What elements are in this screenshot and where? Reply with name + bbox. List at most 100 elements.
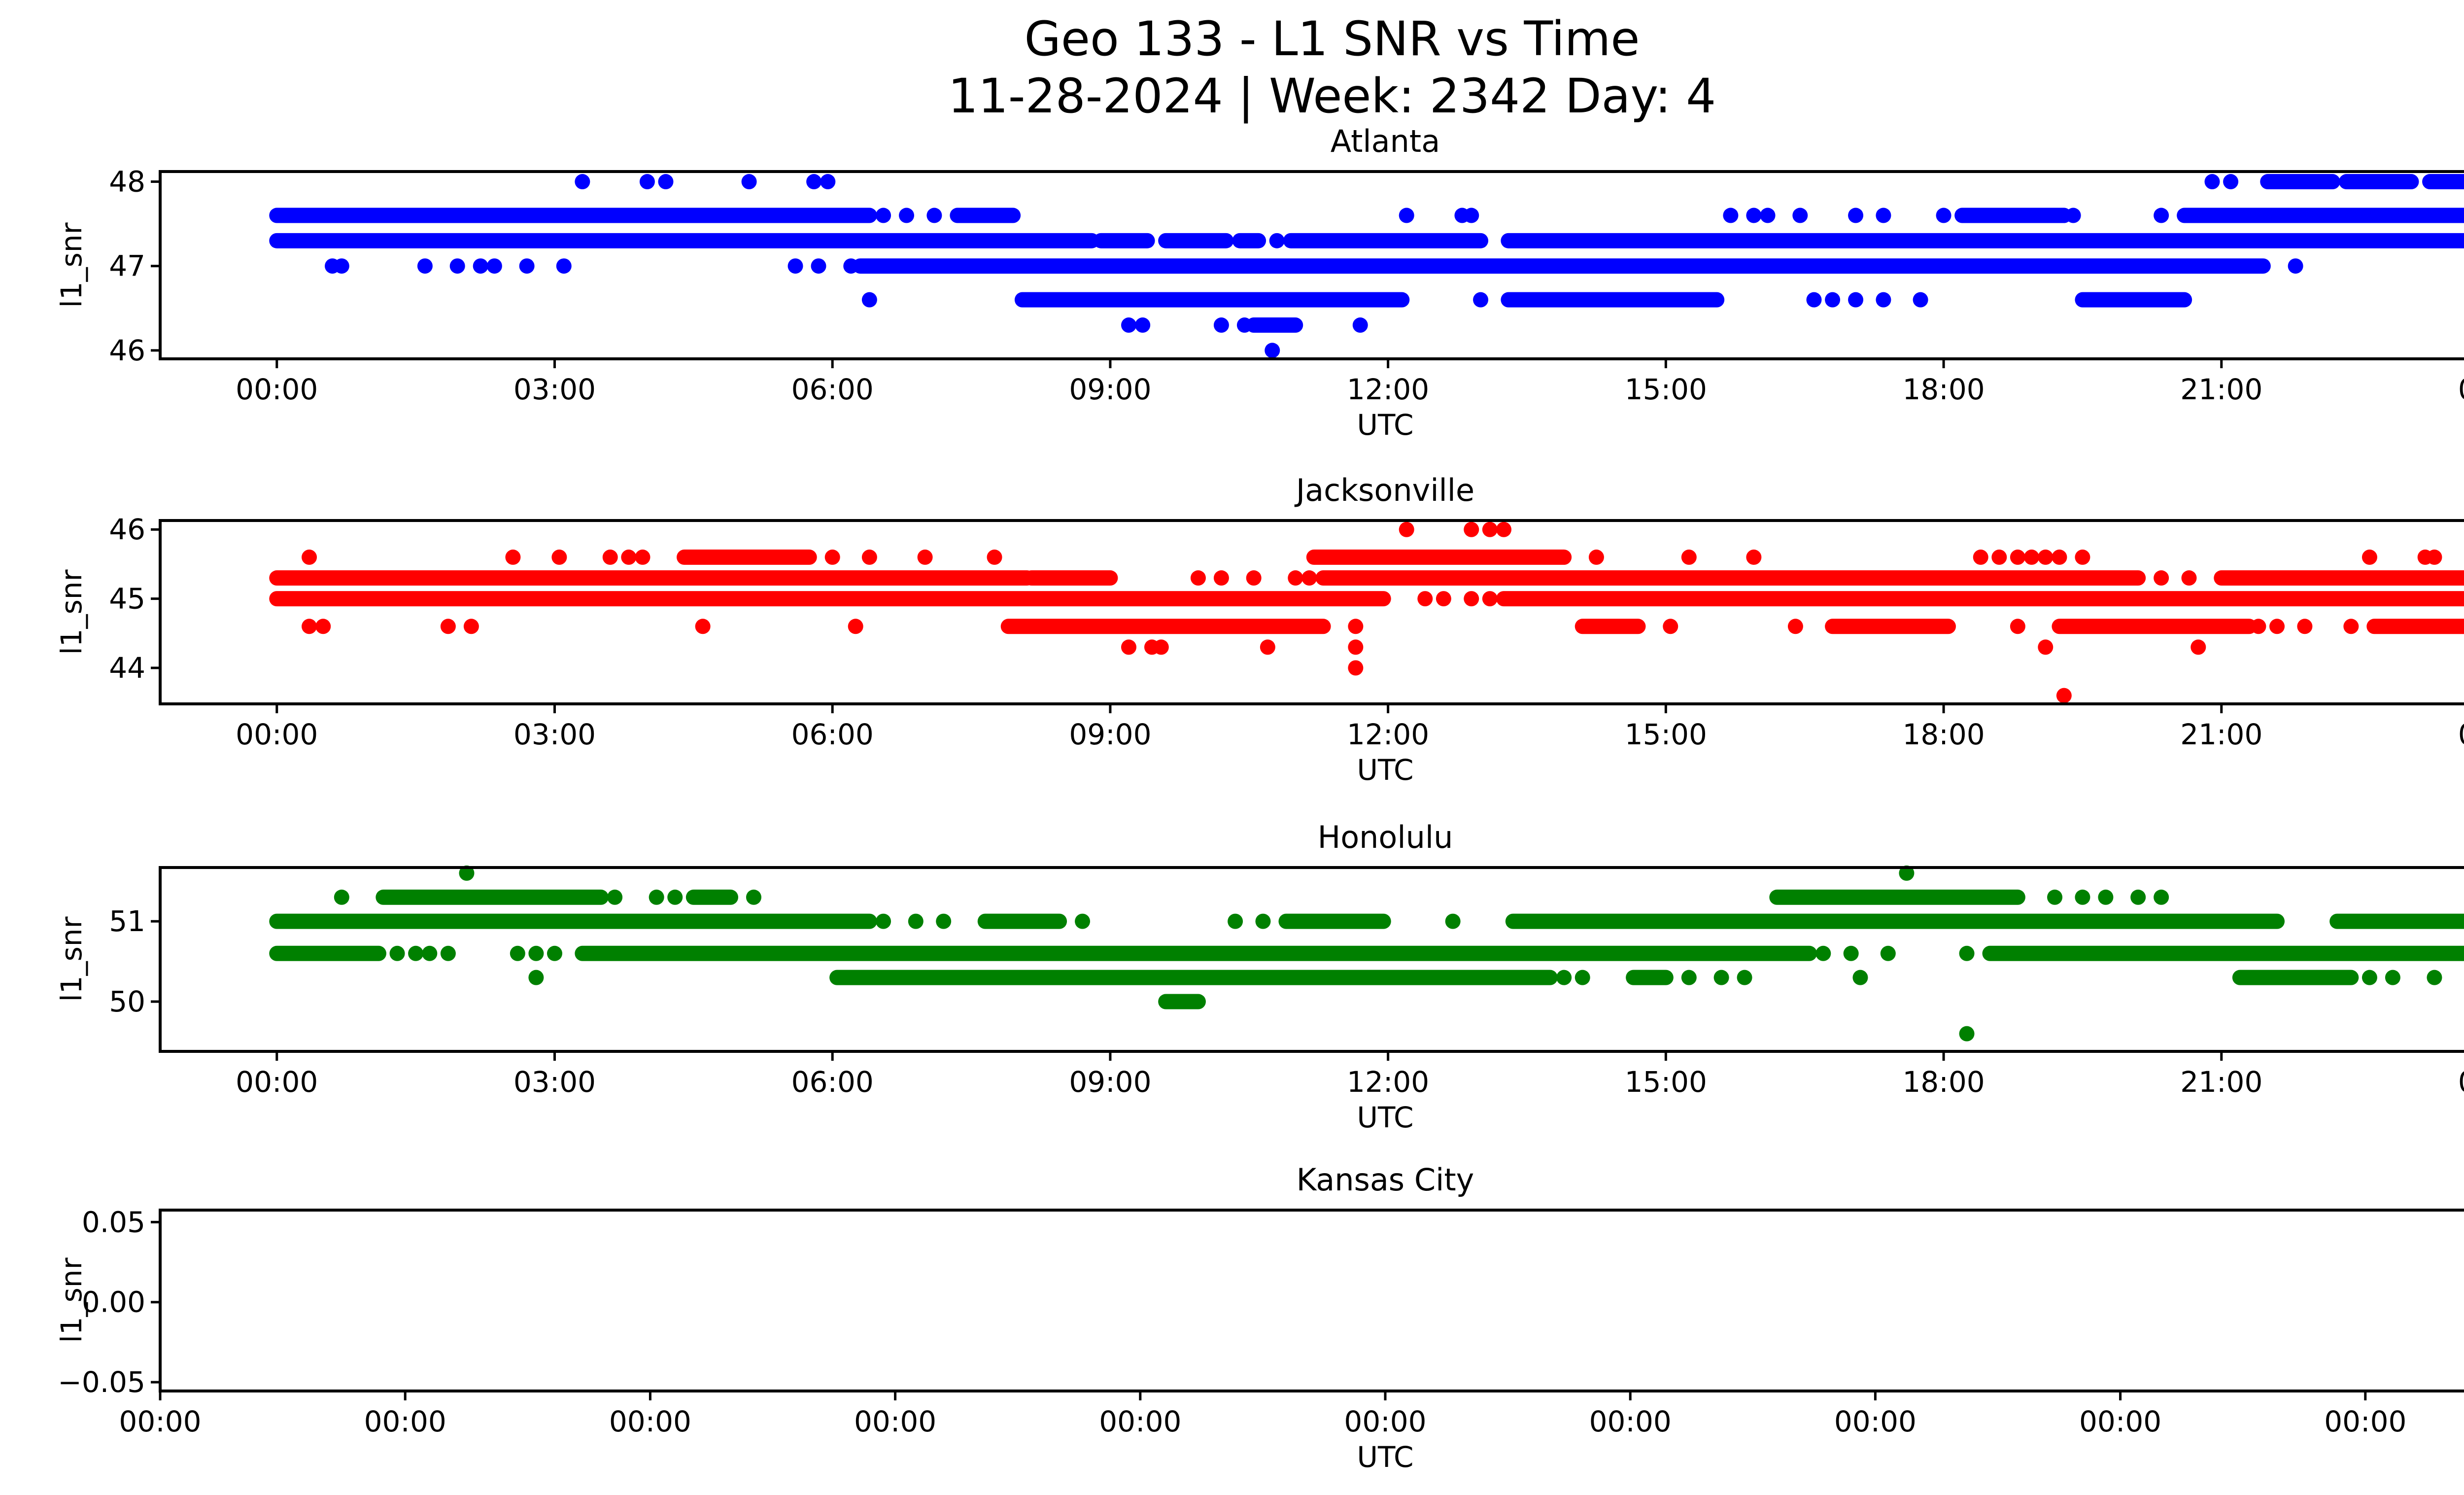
scatter-point <box>334 258 349 274</box>
scatter-point <box>2010 619 2025 634</box>
scatter-point <box>1815 945 1831 961</box>
scatter-point <box>575 174 590 190</box>
scatter-point <box>2047 889 2063 905</box>
x-tick-label: 15:00 <box>1625 373 1707 406</box>
y-tick-label: 47 <box>109 249 145 283</box>
scatter-point <box>1121 639 1136 655</box>
y-axis-label-atlanta: l1_snr <box>55 222 88 308</box>
x-tick-label: 00:00 <box>1589 1405 1672 1438</box>
scatter-point <box>861 549 877 565</box>
scatter-point <box>302 549 317 565</box>
scatter-point <box>1213 570 1229 586</box>
scatter-point <box>2361 970 2377 985</box>
x-tick-label: 00:00 <box>2324 1405 2406 1438</box>
x-tick-label: 12:00 <box>1347 718 1429 751</box>
scatter-point <box>2343 619 2359 634</box>
scatter-point <box>2098 889 2114 905</box>
scatter-point <box>1260 639 1275 655</box>
y-tick-label: 44 <box>109 651 145 685</box>
scatter-point <box>449 258 465 274</box>
scatter-point <box>2288 258 2303 274</box>
scatter-point <box>607 889 623 905</box>
scatter-point <box>2065 208 2081 223</box>
y-tick-label: 51 <box>109 904 145 938</box>
scatter-point <box>1746 549 1762 565</box>
scatter-point <box>1825 292 1841 308</box>
scatter-point <box>417 258 433 274</box>
x-tick-label: 00:00 <box>2079 1405 2161 1438</box>
x-axis-label-kansas-city: UTC <box>1357 1440 1414 1474</box>
x-tick-label: 00:00 <box>119 1405 201 1438</box>
scatter-point <box>1899 865 1915 881</box>
axes-border <box>159 1209 2464 1392</box>
scatter-point <box>519 258 535 274</box>
x-tick-label: 15:00 <box>1625 1065 1707 1099</box>
scatter-point <box>1348 639 1364 655</box>
y-tick-label: 48 <box>109 165 145 199</box>
subplot-atlanta: 00:00 03:00 06:00 09:00 12:00 15:00 18:00 21:00… <box>109 165 2464 406</box>
scatter-point <box>1936 208 1951 223</box>
figure-suptitle-line2: 11-28-2024 | Week: 2342 Day: 4 <box>948 69 1716 124</box>
scatter-point <box>505 549 521 565</box>
scatter-point <box>1848 292 1864 308</box>
scatter-point <box>1588 549 1604 565</box>
scatter-point <box>2038 639 2053 655</box>
x-tick-label: 03:00 <box>513 373 596 406</box>
scatter-point <box>1959 1026 1975 1042</box>
scatter-point <box>1737 970 1752 985</box>
scatter-point <box>1399 522 1414 537</box>
y-tick-label: 45 <box>109 582 145 616</box>
scatter-point <box>1959 945 1975 961</box>
scatter-point <box>2251 619 2266 634</box>
scatter-point <box>2154 889 2169 905</box>
scatter-point <box>2130 889 2146 905</box>
scatter-point <box>1190 570 1206 586</box>
scatter-point <box>422 945 438 961</box>
subplot-title-honolulu: Honolulu <box>1318 819 1453 855</box>
x-tick-label: 00:00 <box>236 718 318 751</box>
x-tick-label: 18:00 <box>1902 718 1985 751</box>
scatter-point <box>987 549 1002 565</box>
scatter-point <box>1445 913 1461 929</box>
scatter-point <box>408 945 424 961</box>
scatter-point <box>1792 208 1808 223</box>
scatter-point <box>2385 970 2400 985</box>
scatter-point <box>334 889 349 905</box>
x-axis-label-jacksonville: UTC <box>1357 753 1414 787</box>
y-tick-label: 46 <box>109 513 145 546</box>
x-tick-label: 00:00 <box>1834 1405 1916 1438</box>
scatter-point <box>1852 970 1868 985</box>
scatter-point <box>547 945 562 961</box>
scatter-point <box>1255 913 1271 929</box>
scatter-point <box>787 258 803 274</box>
x-axis-label-honolulu: UTC <box>1357 1101 1414 1134</box>
scatter-point <box>2181 570 2197 586</box>
x-tick-label: 03:00 <box>513 1065 596 1099</box>
x-tick-label: 00:00 <box>364 1405 446 1438</box>
scatter-point <box>1464 591 1479 607</box>
scatter-point <box>695 619 711 634</box>
scatter-point <box>1301 570 1317 586</box>
scatter-point <box>1848 208 1864 223</box>
scatter-point <box>2075 889 2090 905</box>
x-tick-label: 00:00 <box>609 1405 691 1438</box>
scatter-point <box>1348 660 1364 676</box>
scatter-point <box>1075 913 1091 929</box>
scatter-point <box>1269 233 1285 248</box>
figure-suptitle-line1: Geo 133 - L1 SNR vs Time <box>1025 11 1640 67</box>
x-tick-label: 09:00 <box>1069 1065 1151 1099</box>
scatter-point <box>1352 317 1368 333</box>
x-tick-label: 00:00 <box>236 1065 318 1099</box>
scatter-point <box>1806 292 1822 308</box>
x-tick-label: 00:00 <box>2458 373 2464 406</box>
scatter-point <box>1843 945 1859 961</box>
axes-border <box>159 519 2464 705</box>
scatter-point <box>1213 317 1229 333</box>
scatter-point <box>1473 292 1489 308</box>
subplot-jacksonville: 00:00 03:00 06:00 09:00 12:00 15:00 18:00 21:00… <box>109 513 2464 751</box>
scatter-point <box>1973 549 1988 565</box>
scatter-point <box>1288 570 1303 586</box>
scatter-point <box>2154 570 2169 586</box>
y-tick-label: 46 <box>109 334 145 367</box>
x-tick-label: 00:00 <box>1099 1405 1181 1438</box>
